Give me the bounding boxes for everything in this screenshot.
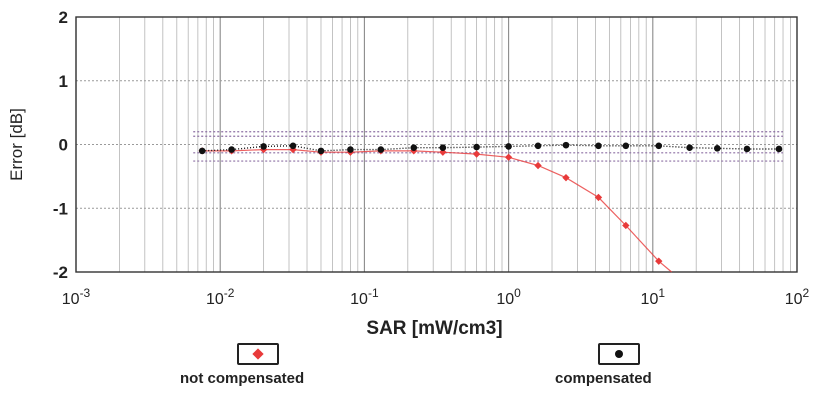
x-tick-label: 100 bbox=[496, 286, 521, 308]
compensated-point bbox=[439, 144, 447, 151]
compensated-point bbox=[198, 147, 206, 155]
y-tick-label: -1 bbox=[53, 199, 68, 218]
compensated-point bbox=[534, 142, 542, 150]
compensated-point bbox=[562, 141, 570, 149]
compensated-point bbox=[473, 143, 480, 151]
data-markers bbox=[198, 141, 783, 265]
red-diamond-icon bbox=[252, 348, 264, 360]
x-tick-label: 10-3 bbox=[62, 286, 91, 308]
compensated-point bbox=[505, 143, 512, 150]
reference-bands bbox=[193, 131, 784, 162]
compensated-point bbox=[228, 146, 235, 153]
compensated-point bbox=[622, 142, 630, 150]
compensated-point bbox=[655, 142, 663, 150]
y-tick-label: -2 bbox=[53, 263, 68, 282]
grid bbox=[75, 16, 797, 273]
legend-marker-compensated bbox=[598, 343, 640, 365]
not-compensated-point bbox=[655, 257, 663, 265]
y-tick-label: 1 bbox=[59, 72, 68, 91]
x-tick-label: 10-2 bbox=[206, 286, 235, 308]
compensated-point bbox=[743, 145, 751, 153]
not-compensated-point bbox=[472, 150, 481, 158]
x-tick-label: 102 bbox=[785, 286, 810, 308]
legend-label-not-compensated: not compensated bbox=[180, 370, 305, 387]
compensated-point bbox=[317, 147, 325, 155]
y-axis-label: Error [dB] bbox=[7, 108, 26, 181]
x-tick-label: 101 bbox=[641, 286, 666, 308]
y-tick-labels: 2 1 0 -1 -2 bbox=[53, 8, 68, 282]
not-compensated-point bbox=[562, 173, 570, 182]
y-tick-label: 0 bbox=[59, 136, 68, 155]
plot-frame bbox=[75, 16, 798, 273]
x-tick-label: 10-1 bbox=[350, 286, 379, 308]
legend-marker-not-compensated bbox=[237, 343, 279, 365]
y-tick-label: 2 bbox=[59, 8, 68, 27]
not-compensated-point bbox=[534, 161, 542, 170]
black-dot-icon bbox=[615, 350, 623, 358]
compensated-point bbox=[410, 144, 418, 151]
compensated-point bbox=[713, 145, 721, 152]
compensated-point bbox=[260, 143, 267, 150]
compensated-point bbox=[347, 146, 354, 153]
compensated-curve bbox=[202, 144, 779, 152]
x-axis-label: SAR [mW/cm3] bbox=[366, 318, 502, 339]
compensated-point bbox=[775, 145, 783, 153]
compensated-point bbox=[377, 146, 385, 153]
compensated-point bbox=[595, 142, 602, 150]
legend-label-compensated: compensated bbox=[555, 370, 652, 387]
compensated-point bbox=[686, 144, 693, 151]
not-compensated-point bbox=[594, 193, 603, 202]
not-compensated-curve bbox=[202, 149, 672, 273]
not-compensated-point bbox=[504, 153, 513, 161]
x-tick-labels: 10-3 10-2 10-1 100 101 102 bbox=[62, 286, 810, 308]
compensated-point bbox=[289, 142, 297, 150]
